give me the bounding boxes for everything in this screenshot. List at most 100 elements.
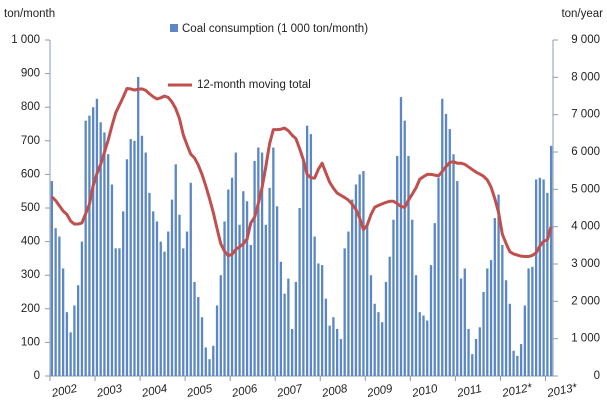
bar	[531, 266, 534, 376]
bar	[317, 263, 320, 376]
bar	[463, 268, 466, 376]
bar	[538, 177, 542, 376]
bar	[444, 113, 448, 377]
bar	[272, 147, 275, 376]
y2-tick-label: 8 000	[571, 71, 600, 83]
bar	[489, 260, 493, 376]
bar	[546, 192, 549, 376]
bar	[264, 224, 267, 376]
bar	[302, 160, 305, 376]
bar	[73, 305, 76, 376]
x-tick-label: 2007	[275, 383, 304, 400]
bar	[407, 155, 410, 376]
bar	[84, 120, 87, 376]
bar	[324, 298, 328, 376]
bar	[133, 140, 136, 376]
bar	[92, 107, 95, 376]
bar	[58, 236, 61, 376]
bar	[392, 219, 395, 376]
y2-tick-label: 5 000	[571, 183, 600, 195]
bar	[508, 303, 511, 376]
bar	[189, 182, 192, 376]
x-tick-label: 2013*	[545, 382, 578, 400]
y-tick-label: 600	[21, 168, 40, 180]
y-tick-label: 0	[34, 370, 40, 382]
bar	[95, 98, 99, 377]
bar	[339, 339, 343, 376]
bar	[456, 181, 459, 376]
bar	[332, 317, 335, 376]
bar	[88, 115, 91, 376]
bar	[107, 154, 110, 376]
bar	[422, 315, 425, 376]
y-tick-label: 400	[21, 236, 40, 248]
y2-tick-label: 1 000	[571, 333, 600, 345]
bar	[414, 275, 418, 376]
bar	[366, 224, 369, 376]
bar	[219, 275, 222, 376]
bar	[200, 317, 204, 376]
legend-box	[165, 75, 325, 95]
x-tick-label: 2012*	[500, 382, 533, 400]
bar	[527, 268, 530, 376]
bar	[208, 359, 211, 376]
bar	[519, 344, 523, 376]
legend-label: Coal consumption (1 000 ton/month)	[182, 23, 368, 35]
bar	[178, 214, 181, 376]
bar	[399, 97, 403, 377]
y2-tick-label: 3 000	[571, 258, 600, 270]
bar	[452, 154, 455, 376]
bar	[418, 312, 421, 376]
bar	[260, 152, 264, 376]
legend-swatch	[170, 24, 178, 32]
y-tick-label: 800	[21, 101, 40, 113]
bar	[182, 248, 185, 376]
bar	[313, 236, 316, 376]
bar	[298, 208, 301, 376]
bar	[118, 248, 121, 376]
y2-tick-label: 7 000	[571, 109, 600, 121]
bar	[523, 305, 526, 376]
legend-label: 12-month moving total	[197, 79, 311, 91]
bar	[328, 325, 331, 376]
bar	[275, 206, 279, 376]
bar	[230, 177, 234, 376]
bar	[305, 125, 309, 377]
bar	[144, 152, 147, 376]
bar	[309, 134, 313, 376]
bar	[320, 265, 324, 376]
bar	[478, 327, 481, 376]
bar	[549, 145, 553, 376]
bar	[504, 280, 508, 376]
bar	[486, 268, 489, 376]
x-tick-label: 2005	[185, 383, 214, 400]
bar	[159, 241, 162, 376]
x-tick-label: 2006	[230, 383, 259, 400]
y2-tick-label: 6 000	[571, 146, 600, 158]
x-tick-label: 2010	[410, 383, 439, 400]
bar	[204, 347, 207, 376]
bar	[234, 152, 237, 376]
bar	[212, 345, 215, 376]
bar	[174, 164, 177, 376]
bar	[474, 339, 478, 376]
bar	[362, 171, 365, 376]
bar	[215, 305, 219, 376]
bar	[294, 281, 298, 376]
x-tick-label: 2003	[95, 383, 124, 400]
bar	[69, 332, 72, 376]
bar	[279, 261, 283, 376]
bar	[482, 292, 485, 376]
bar	[167, 231, 170, 376]
bar	[103, 132, 106, 376]
bar	[373, 303, 376, 376]
bar	[163, 251, 166, 376]
y-axis-label: ton/month	[4, 8, 55, 20]
bar	[426, 320, 429, 376]
bar	[140, 135, 144, 376]
bar	[249, 244, 252, 376]
bar	[242, 191, 245, 376]
bar	[290, 328, 294, 376]
bar	[441, 98, 444, 377]
